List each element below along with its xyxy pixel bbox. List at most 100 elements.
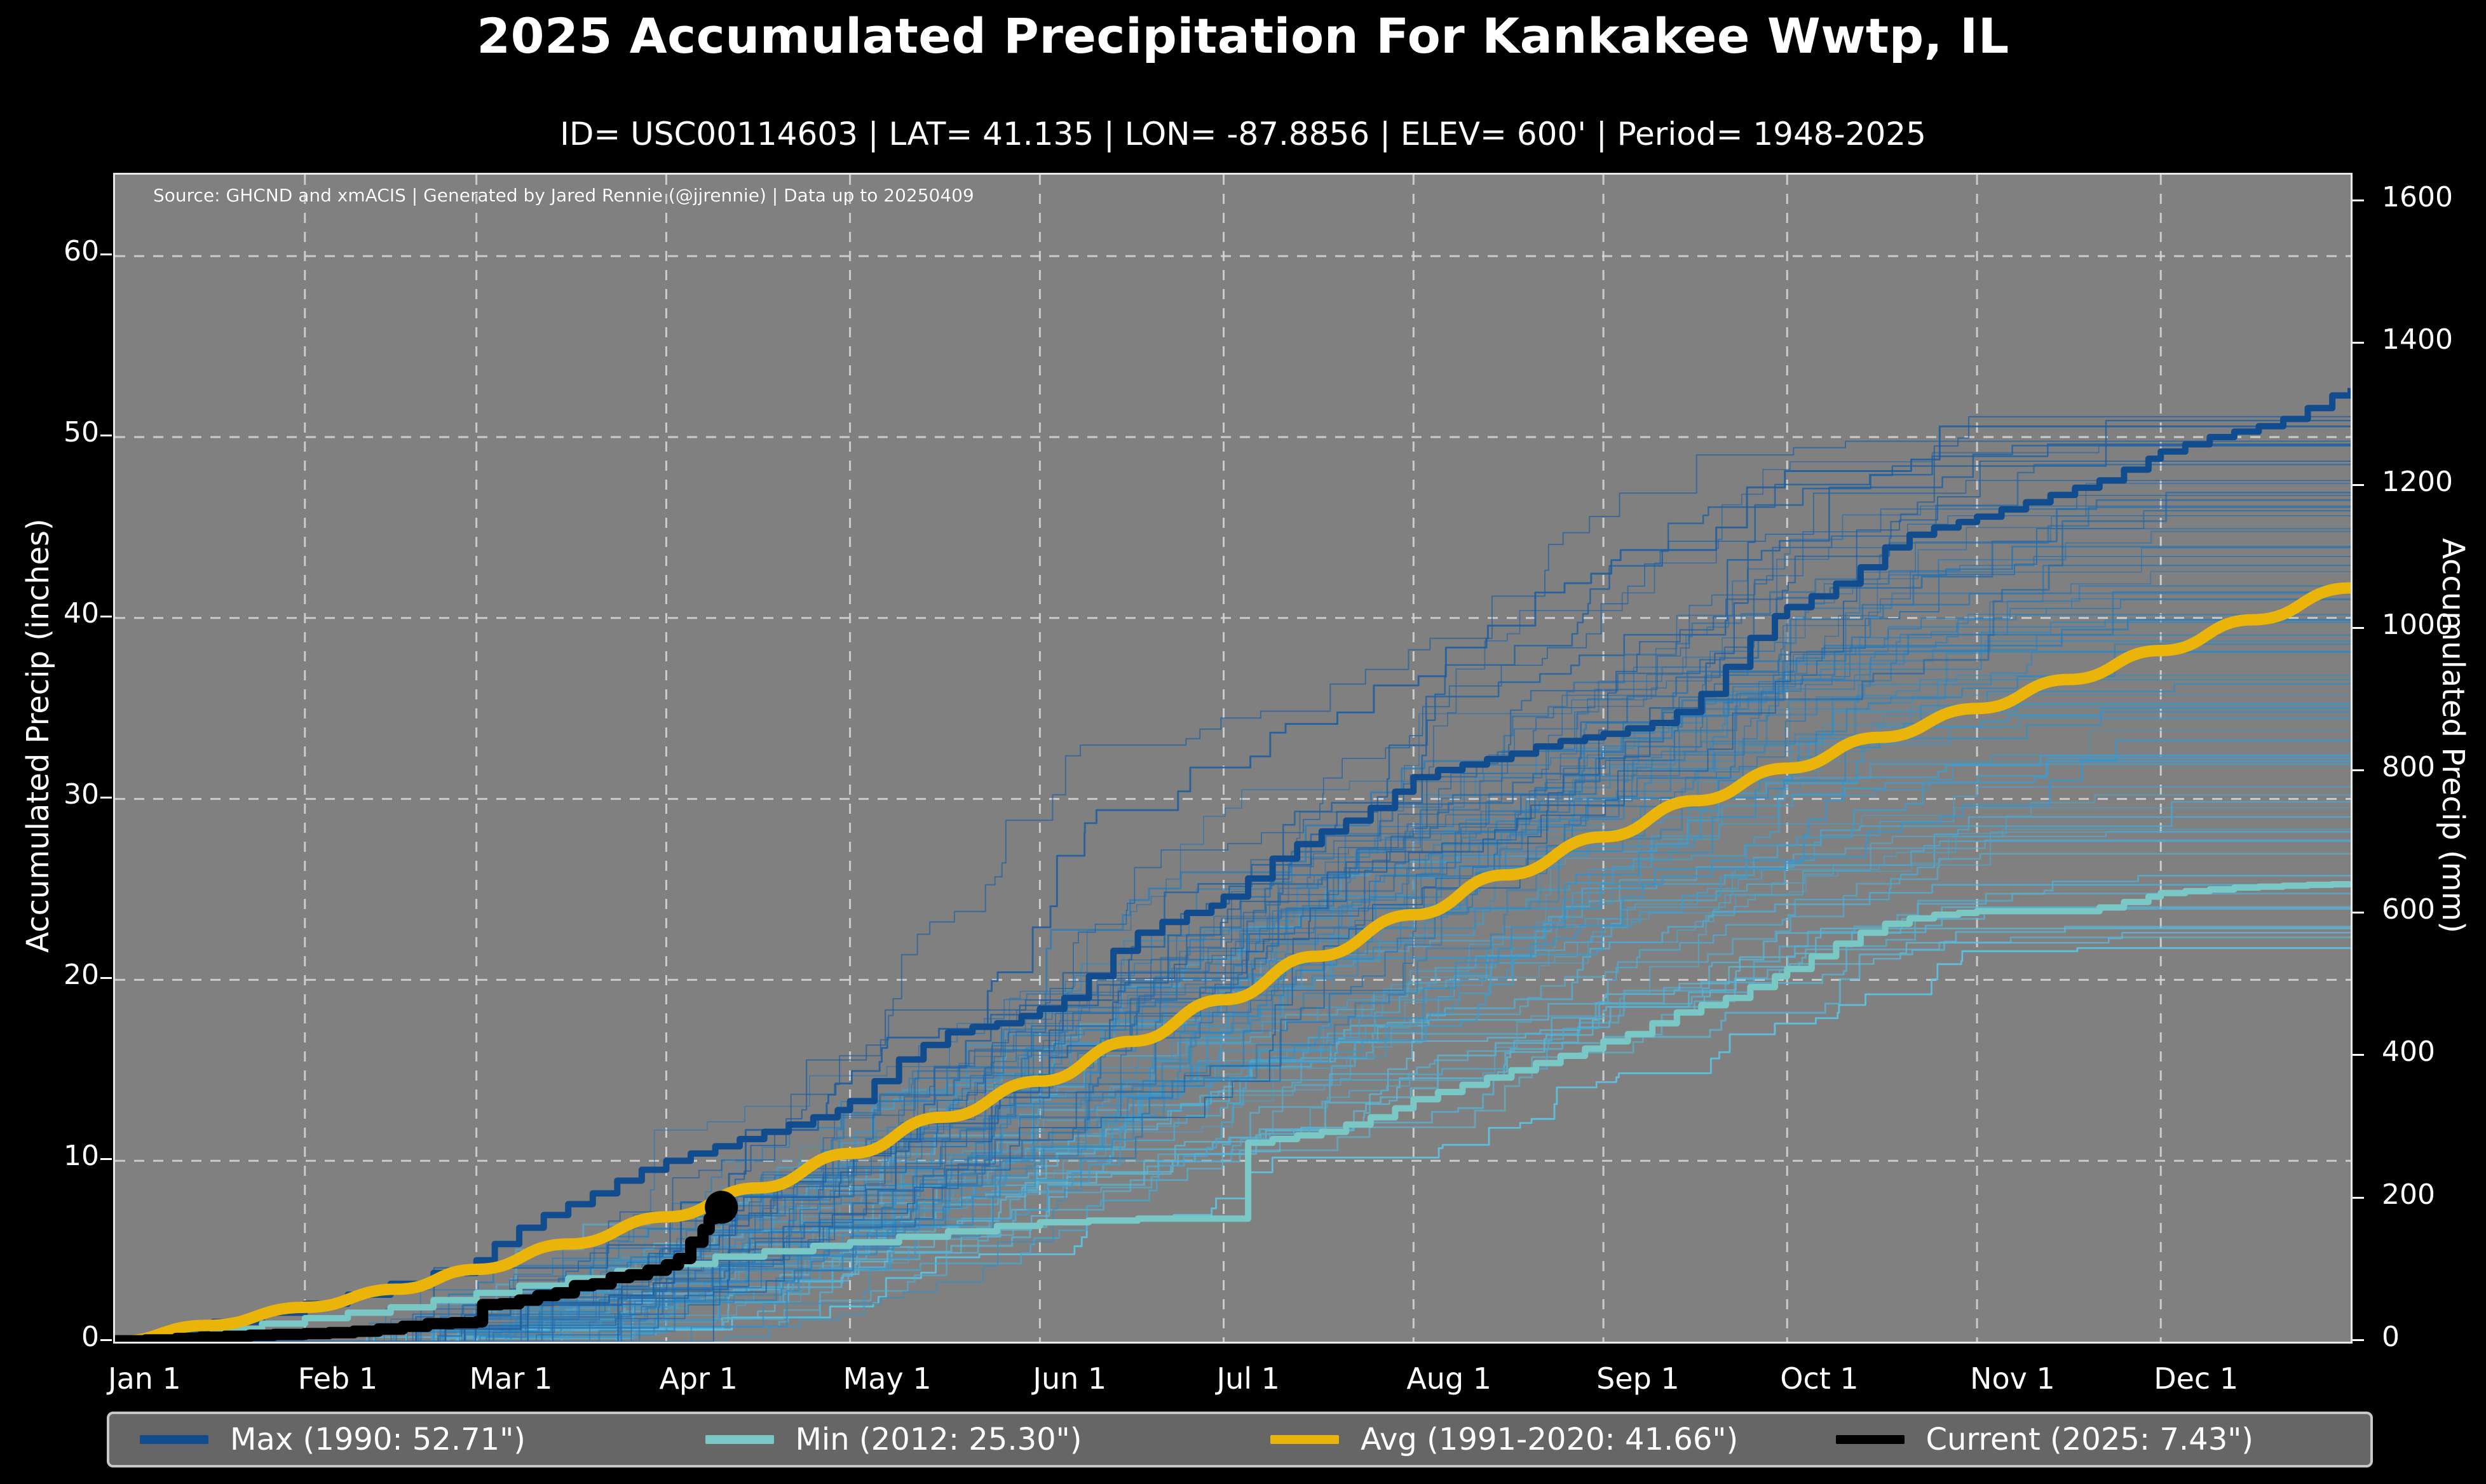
- y-tick-right-1600: 1600: [2382, 180, 2453, 213]
- legend-label-current: Current (2025: 7.43"): [1926, 1422, 2254, 1457]
- legend-label-max: Max (1990: 52.71"): [230, 1422, 526, 1457]
- historical-trace: [115, 947, 2351, 1342]
- historical-trace: [115, 906, 2351, 1342]
- series-current-2025: [115, 1205, 728, 1342]
- highlighted-series: [115, 388, 2351, 1342]
- historical-trace: [115, 425, 2351, 1342]
- y-tickmark-right-200: [2353, 1196, 2364, 1199]
- historical-trace: [115, 828, 2351, 1342]
- station-metadata-subtitle: ID= USC00114603 | LAT= 41.135 | LON= -87…: [560, 116, 1926, 152]
- x-tick-sep-1: Sep 1: [1596, 1361, 1680, 1396]
- y-tickmark-right-1200: [2353, 484, 2364, 487]
- x-tick-jun-1: Jun 1: [1033, 1361, 1107, 1396]
- chart-svg: [115, 175, 2351, 1342]
- x-tick-jan-1: Jan 1: [108, 1361, 181, 1396]
- historical-trace: [115, 928, 2351, 1342]
- historical-trace: [115, 546, 2351, 1342]
- historical-trace: [115, 419, 2351, 1342]
- y-tick-left-30: 30: [64, 778, 99, 811]
- y-axis-label-right: Accumulated Precip (mm): [2435, 538, 2471, 933]
- historical-trace: [115, 729, 2351, 1342]
- x-tick-aug-1: Aug 1: [1406, 1361, 1492, 1396]
- y-tick-left-50: 50: [64, 415, 99, 449]
- y-tickmark-right-400: [2353, 1054, 2364, 1056]
- y-tick-left-40: 40: [64, 597, 99, 630]
- x-tick-nov-1: Nov 1: [1970, 1361, 2055, 1396]
- x-tick-oct-1: Oct 1: [1780, 1361, 1859, 1396]
- y-tick-right-1400: 1400: [2382, 323, 2453, 356]
- historical-traces: [115, 415, 2351, 1342]
- chart-plot-area: Source: GHCND and xmACIS | Generated by …: [113, 173, 2353, 1344]
- y-tickmark-right-800: [2353, 769, 2364, 771]
- y-tick-right-600: 600: [2382, 893, 2435, 926]
- y-tick-right-1000: 1000: [2382, 608, 2453, 641]
- y-tick-left-20: 20: [64, 959, 99, 992]
- historical-trace: [115, 800, 2351, 1342]
- legend-item-max[interactable]: Max (1990: 52.71"): [109, 1422, 675, 1457]
- y-tickmark-right-1400: [2353, 341, 2364, 344]
- source-annotation: Source: GHCND and xmACIS | Generated by …: [153, 185, 974, 206]
- historical-trace: [115, 717, 2351, 1342]
- historical-trace: [115, 711, 2351, 1342]
- y-tickmark-right-600: [2353, 912, 2364, 914]
- historical-trace: [115, 884, 2351, 1342]
- y-tickmark-right-1600: [2353, 199, 2364, 201]
- legend-label-avg: Avg (1991-2020: 41.66"): [1361, 1422, 1739, 1457]
- historical-trace: [115, 547, 2351, 1342]
- historical-trace: [115, 675, 2351, 1342]
- historical-trace: [115, 499, 2351, 1342]
- legend-item-avg[interactable]: Avg (1991-2020: 41.66"): [1240, 1422, 1805, 1457]
- historical-trace: [115, 570, 2351, 1342]
- x-tick-jul-1: Jul 1: [1216, 1361, 1280, 1396]
- historical-trace: [115, 445, 2351, 1342]
- series-avg-1991-2020: [115, 582, 2351, 1342]
- y-tickmark-left-60: [100, 253, 112, 256]
- y-tickmark-left-20: [100, 977, 112, 980]
- y-tick-left-60: 60: [64, 235, 99, 268]
- y-tick-right-800: 800: [2382, 750, 2435, 783]
- y-tick-left-10: 10: [64, 1140, 99, 1173]
- historical-trace: [115, 415, 2351, 1342]
- x-tick-mar-1: Mar 1: [469, 1361, 553, 1396]
- historical-trace: [115, 757, 2351, 1342]
- legend-item-min[interactable]: Min (2012: 25.30"): [675, 1422, 1240, 1457]
- historical-trace: [115, 591, 2351, 1342]
- historical-trace: [115, 480, 2351, 1342]
- y-tickmark-left-0: [100, 1339, 112, 1341]
- historical-trace: [115, 643, 2351, 1342]
- y-tick-right-400: 400: [2382, 1035, 2435, 1069]
- y-tick-left-0: 0: [81, 1321, 99, 1353]
- historical-trace: [115, 807, 2351, 1342]
- legend-swatch-avg: [1270, 1435, 1339, 1444]
- y-tick-right-1200: 1200: [2382, 466, 2453, 499]
- y-tickmark-right-1000: [2353, 626, 2364, 629]
- y-axis-label-left: Accumulated Precip (inches): [20, 518, 56, 953]
- series-max-1990: [115, 388, 2351, 1342]
- legend-swatch-current: [1835, 1435, 1905, 1444]
- y-tickmark-left-30: [100, 796, 112, 799]
- legend-label-min: Min (2012: 25.30"): [795, 1422, 1082, 1457]
- historical-trace: [115, 599, 2351, 1342]
- historical-trace: [115, 678, 2351, 1342]
- historical-trace: [115, 634, 2351, 1342]
- x-tick-dec-1: Dec 1: [2154, 1361, 2239, 1396]
- legend-swatch-min: [705, 1435, 774, 1444]
- historical-trace: [115, 464, 2351, 1342]
- y-tickmark-left-50: [100, 434, 112, 436]
- chart-legend: Max (1990: 52.71") Min (2012: 25.30") Av…: [107, 1412, 2373, 1467]
- historical-trace: [115, 440, 2351, 1342]
- x-tick-may-1: May 1: [843, 1361, 932, 1396]
- historical-trace: [115, 461, 2351, 1342]
- legend-item-current[interactable]: Current (2025: 7.43"): [1805, 1422, 2371, 1457]
- historical-trace: [115, 706, 2351, 1342]
- legend-swatch-max: [140, 1435, 208, 1444]
- y-tickmark-left-40: [100, 615, 112, 617]
- y-tick-right-200: 200: [2382, 1178, 2435, 1211]
- page-title: 2025 Accumulated Precipitation For Kanka…: [477, 8, 2009, 64]
- y-tickmark-right-0: [2353, 1339, 2364, 1341]
- historical-trace: [115, 651, 2351, 1342]
- x-tick-feb-1: Feb 1: [297, 1361, 378, 1396]
- current-endpoint-marker: [705, 1191, 738, 1224]
- chart-canvas: [115, 175, 2351, 1342]
- historical-trace: [115, 853, 2351, 1342]
